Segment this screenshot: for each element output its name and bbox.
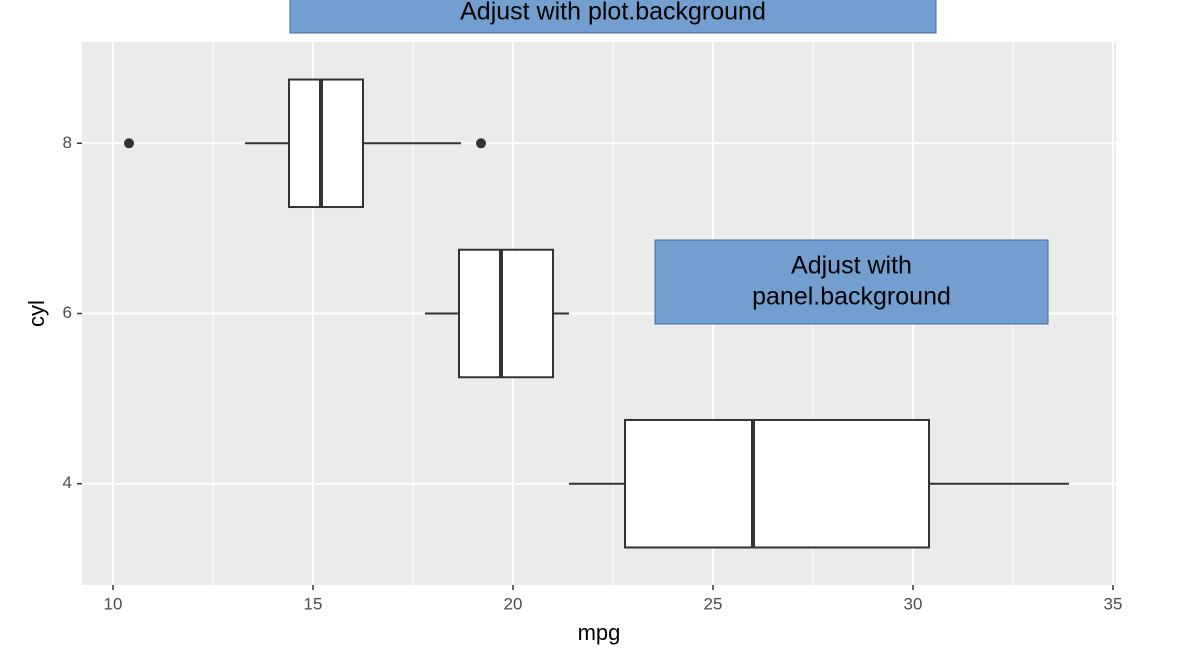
annotation-box (654, 239, 1049, 325)
y-tick-label: 8 (63, 133, 72, 152)
annotation-text: Adjust with plot.background (460, 0, 766, 26)
annotation-text: Adjust with (791, 252, 912, 280)
y-tick-label: 6 (63, 303, 72, 322)
x-tick-label: 10 (104, 594, 123, 613)
box (624, 418, 930, 549)
y-tick-label: 4 (63, 473, 72, 492)
outlier (124, 138, 134, 149)
x-tick-label: 25 (704, 594, 723, 613)
annotation: Adjust with plot.background (289, 0, 937, 34)
box (288, 78, 364, 209)
outlier (476, 138, 486, 149)
box (458, 248, 554, 379)
annotation: Adjust with panel.background (654, 239, 1049, 325)
x-tick-label: 15 (304, 594, 323, 613)
annotation-box (289, 0, 937, 34)
y-axis-title: cyl (24, 300, 49, 327)
x-tick-label: 30 (904, 594, 923, 613)
x-tick-label: 35 (1104, 594, 1123, 613)
x-tick-label: 20 (504, 594, 523, 613)
x-axis-title: mpg (578, 620, 621, 645)
annotation-text: panel.background (752, 283, 951, 311)
